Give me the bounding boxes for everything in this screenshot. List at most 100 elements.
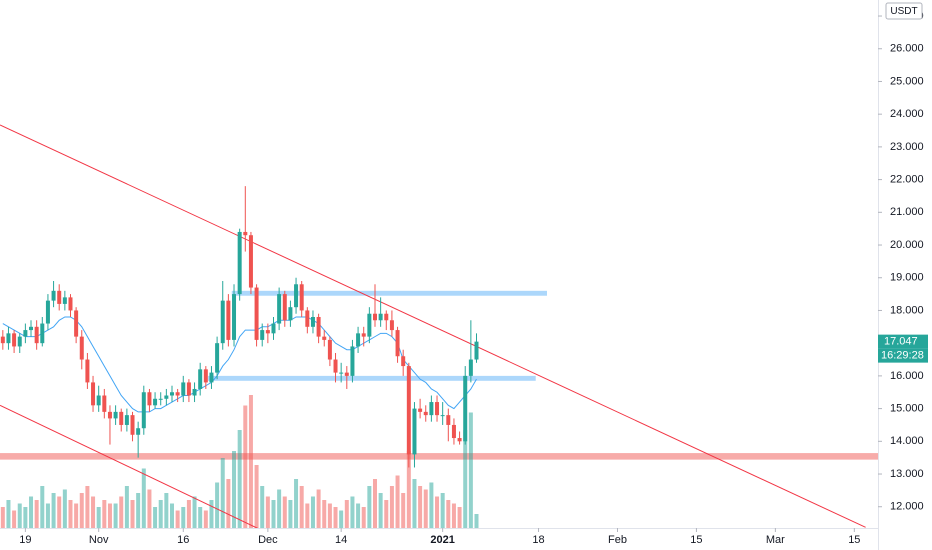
volume-bar xyxy=(232,451,237,528)
candle-body xyxy=(68,297,73,311)
trendline xyxy=(0,124,866,528)
volume-bar xyxy=(102,500,107,528)
volume-bar xyxy=(339,510,344,528)
candle-body xyxy=(299,284,304,311)
x-tick-label: 15 xyxy=(848,534,860,546)
candle-body xyxy=(327,339,332,360)
candle-body xyxy=(102,395,107,412)
volume-bar xyxy=(40,486,45,528)
x-tick-label: Feb xyxy=(608,534,627,546)
candle-body xyxy=(119,411,124,425)
candle-body xyxy=(446,415,451,425)
candle-body xyxy=(378,313,383,321)
countdown-tag xyxy=(878,348,928,363)
candle-body xyxy=(271,323,276,334)
volume-bar xyxy=(45,503,50,528)
volume-bar xyxy=(254,465,259,528)
candle-body xyxy=(79,336,84,360)
candle-body xyxy=(164,395,169,399)
price-tag xyxy=(878,334,928,349)
volume-bar xyxy=(226,479,231,528)
y-tick-label: 26.000 xyxy=(890,43,924,55)
candle-body xyxy=(51,290,56,301)
volume-bar xyxy=(153,507,158,528)
candle-body xyxy=(463,375,468,442)
zone xyxy=(0,453,878,460)
candle-body xyxy=(141,392,146,429)
volume-bar xyxy=(350,496,355,528)
candle-body xyxy=(57,290,62,304)
volume-bar xyxy=(147,489,152,528)
volume-bar xyxy=(29,496,34,528)
volume-bar xyxy=(0,507,5,528)
candle-body xyxy=(389,320,394,331)
volume-bar xyxy=(136,493,141,528)
y-tick-label: 13.000 xyxy=(890,468,924,480)
candle-body xyxy=(0,336,5,344)
volume-bar xyxy=(429,482,434,528)
y-tick-label: 16.000 xyxy=(890,370,924,382)
y-tick-label: 25.000 xyxy=(890,75,924,87)
candle-body xyxy=(322,336,327,340)
candle-body xyxy=(406,366,411,455)
volume-bar xyxy=(74,503,79,528)
candle-body xyxy=(192,388,197,396)
volume-bar xyxy=(79,493,84,528)
candle-body xyxy=(17,336,22,347)
x-tick-label: Nov xyxy=(89,534,109,546)
volume-bar xyxy=(406,451,411,528)
x-tick-label: Mar xyxy=(766,534,785,546)
volume-bar xyxy=(130,500,135,528)
x-tick-label: 18 xyxy=(532,534,544,546)
candle-body xyxy=(107,411,112,419)
axes: 12.00013.00014.00015.00016.00017.00018.0… xyxy=(19,10,928,546)
volume-bar xyxy=(378,493,383,528)
volume-bar xyxy=(243,405,248,528)
price-label: 17.047 xyxy=(884,336,918,348)
candle-body xyxy=(62,297,67,304)
trendline xyxy=(0,404,258,528)
candle-body xyxy=(401,356,406,367)
volume-bar xyxy=(322,500,327,528)
x-tick-label: 14 xyxy=(335,534,347,546)
volume-bar xyxy=(158,500,163,528)
volume-bar xyxy=(186,500,191,528)
zone xyxy=(231,290,547,296)
candle-body xyxy=(367,313,372,337)
candle-body xyxy=(265,330,270,334)
volume-bar xyxy=(203,510,208,528)
volume-bar xyxy=(164,493,169,528)
y-tick-label: 12.000 xyxy=(890,501,924,513)
candle-body xyxy=(85,359,90,383)
y-tick-label: 15.000 xyxy=(890,403,924,415)
candle-body xyxy=(232,294,237,340)
volume-bar xyxy=(265,496,270,528)
volume-bar xyxy=(12,510,17,528)
volume-bar xyxy=(248,395,253,528)
candle-body xyxy=(412,408,417,455)
volume-bar xyxy=(23,507,28,528)
volume-bar xyxy=(310,496,315,528)
volume-bar xyxy=(401,493,406,528)
candle-body xyxy=(198,369,203,389)
y-tick-label: 19.000 xyxy=(890,272,924,284)
candle-body xyxy=(74,310,79,337)
candle-body xyxy=(350,346,355,376)
y-tick-label: 23.000 xyxy=(890,141,924,153)
candle-body xyxy=(474,341,479,360)
volume-bar xyxy=(446,500,451,528)
candle-body xyxy=(124,415,129,425)
volume-bar xyxy=(6,500,11,528)
candle-body xyxy=(435,402,440,416)
volume-bar xyxy=(175,510,180,528)
candle-body xyxy=(226,300,231,340)
y-tick-label: 20.000 xyxy=(890,239,924,251)
volume-bar xyxy=(327,503,332,528)
candle-body xyxy=(96,395,101,406)
candle-body xyxy=(395,330,400,357)
volume-bar xyxy=(356,503,361,528)
candle-body xyxy=(147,392,152,406)
volume-bar xyxy=(299,486,304,528)
candle-body xyxy=(136,428,141,435)
candle-body xyxy=(282,294,287,321)
